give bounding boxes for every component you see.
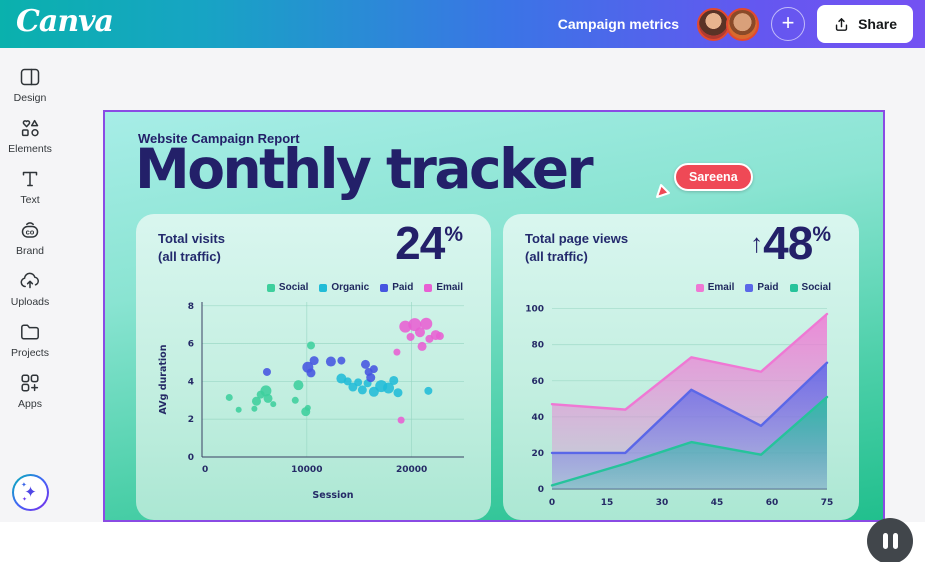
svg-text:20: 20	[531, 449, 544, 459]
sidebar-item-apps[interactable]: Apps	[0, 365, 60, 416]
up-arrow-icon: ↑	[750, 228, 764, 258]
elements-icon	[21, 119, 39, 137]
sparkle-icon: ✦	[21, 482, 27, 489]
sparkle-icon: ✦	[22, 497, 28, 503]
avatar-2[interactable]	[726, 7, 760, 41]
document-title[interactable]: Campaign metrics	[557, 16, 680, 32]
svg-text:0: 0	[538, 485, 544, 495]
legend-item: Email	[424, 282, 463, 293]
pause-button[interactable]	[867, 518, 913, 562]
uploads-icon	[20, 272, 39, 289]
svg-text:AVg duration: AVg duration	[158, 344, 169, 414]
sidebar-item-label: Text	[20, 194, 40, 206]
svg-text:45: 45	[711, 498, 724, 508]
legend-swatch	[380, 283, 389, 292]
total-visits-card[interactable]: Total visits (all traffic) 24 % Social Or…	[136, 214, 491, 520]
svg-text:6: 6	[188, 340, 194, 350]
sidebar-item-label: Uploads	[10, 296, 50, 308]
collaborator-avatars	[697, 7, 760, 41]
legend-swatch	[745, 283, 754, 292]
share-button[interactable]: Share	[817, 5, 913, 43]
scatter-legend: Social Organic Paid Email	[266, 282, 463, 293]
svg-text:30: 30	[656, 498, 669, 508]
sidebar-item-label: Design	[13, 92, 47, 104]
svg-text:10000: 10000	[291, 465, 322, 475]
legend-swatch	[789, 283, 798, 292]
svg-text:60: 60	[531, 377, 544, 387]
collaborator-name-badge: Sareena	[674, 163, 753, 191]
legend-swatch	[266, 283, 275, 292]
total-page-views-card[interactable]: Total page views (all traffic) ↑ 48 % Em…	[503, 214, 859, 520]
canva-logo[interactable]: Canva	[16, 4, 114, 39]
sidebar: Design Elements Text co Brand	[0, 48, 60, 522]
sidebar-item-design[interactable]: Design	[0, 59, 60, 110]
sidebar-item-text[interactable]: Text	[0, 161, 60, 212]
sidebar-item-uploads[interactable]: Uploads	[0, 263, 60, 314]
svg-text:75: 75	[821, 498, 834, 508]
legend-swatch	[695, 283, 704, 292]
metric-value: ↑ 48 %	[750, 217, 831, 269]
svg-text:0: 0	[188, 453, 194, 463]
legend-swatch	[319, 283, 328, 292]
svg-text:0: 0	[549, 498, 555, 508]
svg-text:4: 4	[188, 377, 194, 387]
plus-icon: +	[781, 10, 795, 35]
svg-text:20000: 20000	[396, 465, 427, 475]
svg-text:8: 8	[188, 302, 194, 312]
svg-text:80: 80	[531, 341, 544, 351]
pause-icon	[892, 533, 898, 549]
legend-item: Organic	[319, 282, 369, 293]
svg-text:co: co	[26, 227, 35, 236]
scatter-chart[interactable]: 0 2 4 6 8 0 10000 20000 AVg duration Session	[152, 298, 492, 513]
projects-icon	[21, 324, 39, 340]
legend-item: Paid	[380, 282, 413, 293]
svg-text:15: 15	[601, 498, 614, 508]
design-icon	[20, 68, 40, 86]
share-icon	[835, 17, 848, 31]
canva-assistant-button[interactable]: ✦ ✦ ✦	[12, 474, 49, 511]
collaborator-cursor-icon	[656, 184, 670, 198]
add-collaborator-button[interactable]: +	[771, 7, 806, 41]
avatar-1[interactable]	[697, 7, 731, 41]
svg-text:40: 40	[531, 413, 544, 423]
design-canvas-page[interactable]: Website Campaign Report Monthly tracker …	[103, 110, 885, 522]
legend-item: Paid	[745, 282, 779, 293]
top-bar: Canva Campaign metrics + Share	[0, 0, 925, 48]
brand-icon: co	[21, 222, 39, 238]
bottom-strip	[0, 522, 925, 562]
topbar-actions: Campaign metrics + Share	[558, 5, 913, 43]
apps-icon	[21, 374, 39, 392]
sidebar-item-brand[interactable]: co Brand	[0, 212, 60, 263]
pause-icon	[882, 533, 888, 549]
area-chart[interactable]: 0 20 40 60 80 100 0 15 30 45 60 75	[519, 298, 859, 518]
sidebar-item-label: Brand	[15, 245, 45, 257]
svg-text:2: 2	[188, 415, 194, 425]
report-eyebrow[interactable]: Website Campaign Report	[138, 131, 300, 146]
sparkle-icon: ✦	[24, 484, 37, 501]
svg-text:Session: Session	[312, 490, 353, 501]
legend-item: Social	[789, 282, 831, 293]
metric-value: 24 %	[395, 217, 463, 269]
sidebar-item-label: Projects	[11, 347, 49, 359]
sidebar-item-projects[interactable]: Projects	[0, 314, 60, 365]
legend-swatch	[424, 283, 433, 292]
card-title: Total visits (all traffic)	[158, 231, 225, 264]
area-legend: Email Paid Social	[695, 282, 831, 293]
card-title: Total page views (all traffic)	[525, 231, 629, 264]
sidebar-item-label: Elements	[8, 143, 52, 155]
text-icon	[22, 171, 38, 187]
svg-text:100: 100	[525, 305, 544, 315]
sidebar-item-elements[interactable]: Elements	[0, 110, 60, 161]
legend-item: Email	[695, 282, 734, 293]
sidebar-item-label: Apps	[18, 398, 42, 410]
legend-item: Social	[266, 282, 308, 293]
share-label: Share	[858, 16, 897, 32]
page-title[interactable]: Monthly tracker	[135, 137, 594, 201]
svg-text:0: 0	[202, 465, 208, 475]
svg-text:60: 60	[766, 498, 779, 508]
